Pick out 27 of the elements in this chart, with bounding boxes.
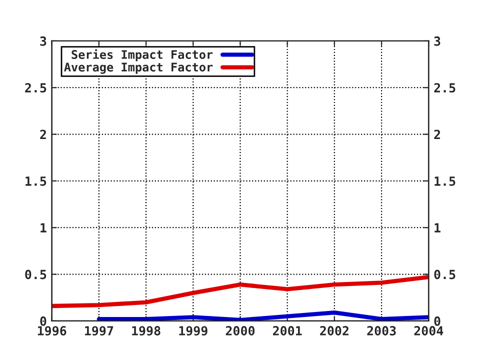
y-tick-label: 0.5 — [25, 270, 46, 280]
y-tick-label: 1 — [40, 223, 46, 232]
x-tick-label: 2000 — [226, 326, 255, 336]
y-tick-label: 2 — [40, 130, 46, 140]
y2-tick-label: 2.5 — [434, 83, 456, 93]
legend-label: Average Impact Factor — [64, 62, 213, 74]
y2-tick-label: 1 — [434, 223, 440, 232]
legend-label: Series Impact Factor — [72, 49, 213, 62]
x-tick-label: 2001 — [272, 326, 302, 336]
x-tick-label: 1997 — [85, 326, 114, 336]
line-series — [96, 310, 429, 321]
x-tick-label: 1998 — [132, 326, 160, 336]
y-tick-label: 0 — [40, 316, 46, 326]
y2-tick-label: 0.5 — [434, 270, 456, 280]
x-tick-label: 1999 — [179, 326, 208, 336]
x-tick-label: 2004 — [414, 326, 444, 336]
line-series — [52, 275, 429, 308]
y2-tick-label: 3 — [434, 36, 440, 46]
y-tick-label: 2.5 — [25, 83, 46, 93]
y2-tick-label: 2 — [434, 130, 440, 140]
x-tick-label: 2002 — [320, 326, 348, 336]
x-tick-label: 2003 — [367, 326, 396, 336]
y2-tick-label: 1.5 — [434, 176, 456, 186]
y-tick-label: 3 — [40, 36, 46, 46]
x-tick-label: 1996 — [38, 326, 66, 336]
y2-tick-label: 0 — [434, 316, 440, 326]
y-tick-label: 1.5 — [26, 176, 46, 186]
